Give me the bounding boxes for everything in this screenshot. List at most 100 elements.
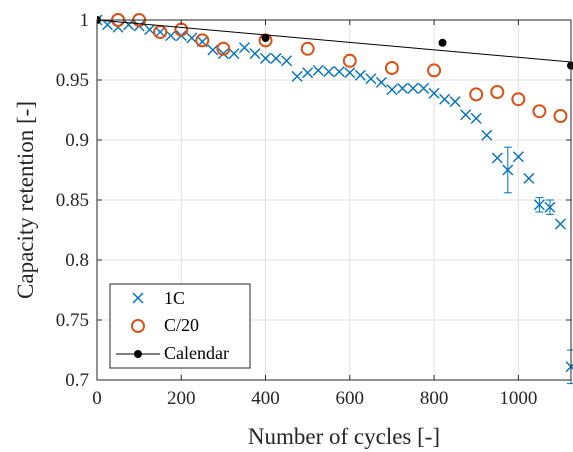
1c-point-stroke — [502, 164, 514, 176]
1c-point-stroke — [291, 70, 303, 82]
1c-point — [281, 55, 293, 67]
y-tick-label: 0.95 — [56, 70, 89, 91]
1c-point-stroke — [449, 96, 461, 108]
1c-point — [365, 73, 377, 85]
1c-point — [144, 24, 156, 36]
y-axis-label: Capacity retention [-] — [13, 101, 38, 299]
1c-point-stroke — [238, 42, 250, 54]
c20-point — [469, 87, 484, 102]
1c-point-stroke — [344, 67, 356, 79]
x-tick-label: 600 — [336, 388, 365, 409]
c20-point — [427, 63, 442, 78]
1c-point — [302, 67, 314, 79]
1c-point-stroke — [333, 66, 345, 78]
1c-point-stroke — [260, 52, 272, 64]
axis-ticks: 0 200 400 600 800 1000 0.7 0.75 0.8 0.85 0.9 0.95 1 — [56, 10, 571, 409]
1c-point — [154, 26, 166, 38]
1c-point — [491, 152, 503, 164]
1c-point-stroke — [123, 19, 135, 31]
1c-point-stroke — [217, 48, 229, 60]
1c-point — [123, 19, 135, 31]
1c-point — [375, 76, 387, 88]
1c-point — [418, 82, 430, 94]
legend-label-calendar: Calendar — [164, 343, 229, 363]
1c-point — [386, 84, 398, 96]
1c-point-stroke — [481, 129, 493, 141]
legend-label-1c: 1C — [164, 288, 185, 308]
1c-point — [460, 109, 472, 121]
1c-point-stroke — [544, 201, 556, 213]
legend: 1C C/20 Calendar — [109, 283, 251, 369]
1c-point-stroke — [365, 73, 377, 85]
1c-point — [396, 82, 408, 94]
1c-point-stroke — [460, 109, 472, 121]
1c-point — [544, 201, 556, 213]
1c-point — [481, 129, 493, 141]
1c-point-stroke — [228, 48, 240, 60]
1c-point-stroke — [354, 69, 366, 81]
1c-point — [207, 44, 219, 56]
1c-point — [523, 172, 535, 184]
1c-point-stroke — [165, 30, 177, 42]
legend-marker-1c — [132, 292, 144, 304]
c20-point — [511, 92, 526, 107]
1c-point-stroke — [428, 87, 440, 99]
1c-point — [502, 164, 514, 176]
1c-point-stroke — [491, 152, 503, 164]
legend-label-c20: C/20 — [164, 315, 199, 335]
1c-point — [238, 42, 250, 54]
1c-point — [565, 361, 573, 373]
1c-point-stroke — [186, 32, 198, 44]
c20-point — [342, 53, 357, 68]
1c-point — [165, 30, 177, 42]
c20-point — [195, 33, 210, 48]
x-axis-label: Number of cycles [-] — [248, 424, 440, 449]
1c-point-stroke — [97, 19, 103, 26]
y-tick-label: 0.9 — [65, 130, 89, 151]
1c-point — [533, 199, 545, 211]
1c-point-stroke — [470, 112, 482, 124]
1c-point — [186, 32, 198, 44]
1c-point — [344, 67, 356, 79]
1c-point — [270, 52, 282, 64]
1c-point — [428, 87, 440, 99]
c20-point — [532, 104, 547, 119]
1c-point-stroke — [523, 172, 535, 184]
1c-point-stroke — [97, 14, 103, 21]
1c-point — [291, 70, 303, 82]
1c-point-stroke — [554, 218, 566, 230]
1c-point-stroke — [270, 52, 282, 64]
calendar-fit-line — [97, 19, 572, 63]
1c-point-stroke — [249, 48, 261, 60]
1c-point-stroke — [386, 84, 398, 96]
1c-point-stroke — [207, 44, 219, 56]
1c-point — [323, 66, 335, 78]
y-tick-label: 0.7 — [65, 370, 89, 391]
1c-point-stroke — [418, 82, 430, 94]
1c-point-stroke — [302, 67, 314, 79]
x-tick-label: 0 — [92, 388, 102, 409]
1c-point — [354, 69, 366, 81]
x-tick-label: 200 — [167, 388, 196, 409]
1c-point — [407, 82, 419, 94]
c20-point — [300, 41, 315, 56]
calendar-point — [261, 34, 270, 42]
1c-point — [333, 66, 345, 78]
1c-point — [512, 151, 524, 163]
1c-point — [228, 48, 240, 60]
1c-point-stroke — [512, 151, 524, 163]
1c-point-stroke — [154, 26, 166, 38]
1c-point-stroke — [439, 93, 451, 105]
1c-point — [260, 52, 272, 64]
1c-point — [249, 48, 261, 60]
y-tick-label: 0.75 — [56, 310, 89, 331]
c20-point — [216, 41, 231, 56]
1c-point — [439, 93, 451, 105]
legend-marker-c20 — [131, 319, 145, 333]
1c-point — [217, 48, 229, 60]
calendar-point — [438, 38, 447, 47]
1c-point — [554, 218, 566, 230]
x-tick-label: 1000 — [499, 388, 537, 409]
1c-point-stroke — [323, 66, 335, 78]
c20-point — [553, 109, 568, 123]
